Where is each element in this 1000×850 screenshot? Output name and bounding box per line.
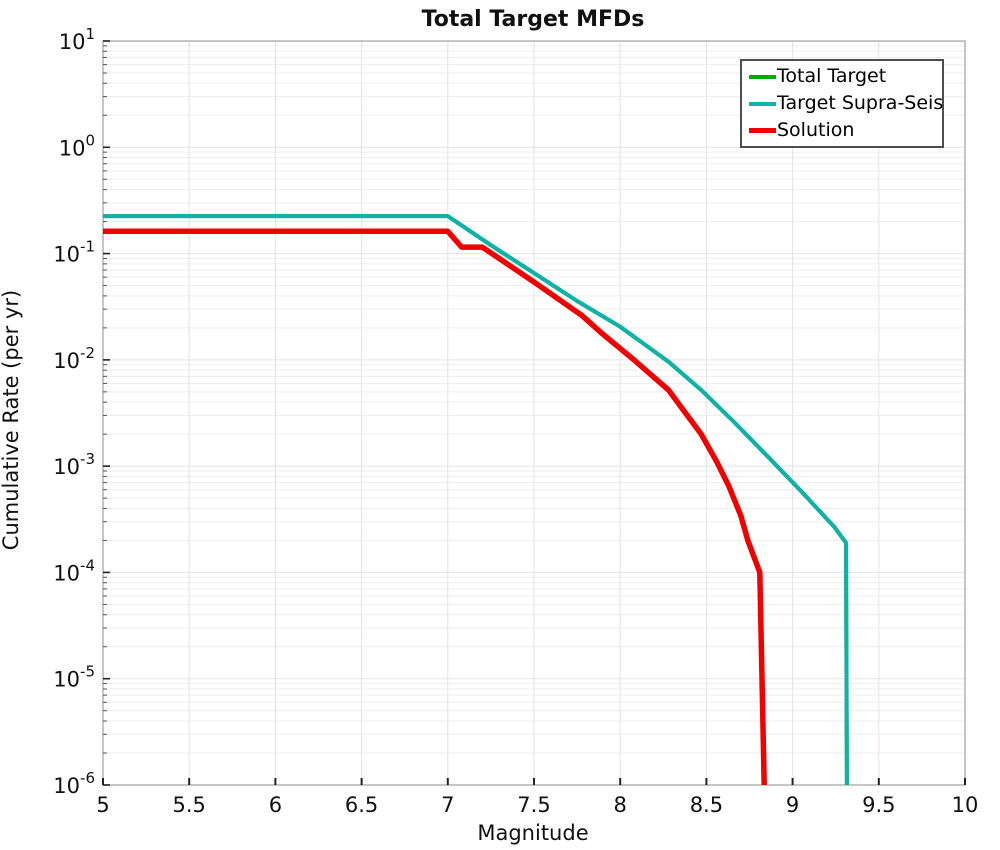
legend-label-solution: Solution <box>777 119 855 141</box>
svg-text:8.5: 8.5 <box>690 793 723 817</box>
svg-text:10-5: 10-5 <box>53 663 95 692</box>
svg-text:8: 8 <box>614 793 627 817</box>
grid-layer <box>103 41 966 785</box>
svg-text:5: 5 <box>96 793 109 817</box>
svg-text:10-6: 10-6 <box>53 769 95 798</box>
legend-swatch-line-icon <box>749 127 776 134</box>
svg-text:100: 100 <box>59 131 95 160</box>
x-axis-title: Magnitude <box>477 821 588 845</box>
legend-item-solution: Solution <box>749 117 942 144</box>
svg-text:10: 10 <box>952 793 979 817</box>
legend-label-total-target: Total Target <box>777 65 887 87</box>
svg-text:10-1: 10-1 <box>53 238 95 267</box>
svg-text:7.5: 7.5 <box>517 793 550 817</box>
svg-text:7: 7 <box>441 793 454 817</box>
svg-text:10-4: 10-4 <box>53 556 95 585</box>
series-layer <box>103 214 849 786</box>
legend-swatch-line-icon <box>749 74 776 79</box>
svg-text:9: 9 <box>786 793 799 817</box>
legend: Total Target Target Supra-Seis Solution <box>740 59 944 148</box>
legend-label-target-supra-seis: Target Supra-Seis <box>777 92 944 114</box>
axis-layer: 5 5.5 6 6.5 7 7.5 8 8.5 9 9.5 10 101 100 10-1 10-2 10-3… <box>53 25 978 817</box>
svg-text:5.5: 5.5 <box>172 793 205 817</box>
legend-item-target-supra-seis: Target Supra-Seis <box>749 90 944 117</box>
svg-text:6: 6 <box>269 793 282 817</box>
svg-text:10-3: 10-3 <box>53 450 95 479</box>
svg-text:10-2: 10-2 <box>53 344 95 373</box>
svg-text:9.5: 9.5 <box>862 793 895 817</box>
svg-text:101: 101 <box>59 25 95 54</box>
chart-title: Total Target MFDs <box>422 7 645 32</box>
svg-text:6.5: 6.5 <box>345 793 378 817</box>
y-axis-title: Cumulative Rate (per yr) <box>0 290 23 550</box>
legend-swatch-line-icon <box>749 101 776 106</box>
legend-item-total-target: Total Target <box>749 63 942 90</box>
